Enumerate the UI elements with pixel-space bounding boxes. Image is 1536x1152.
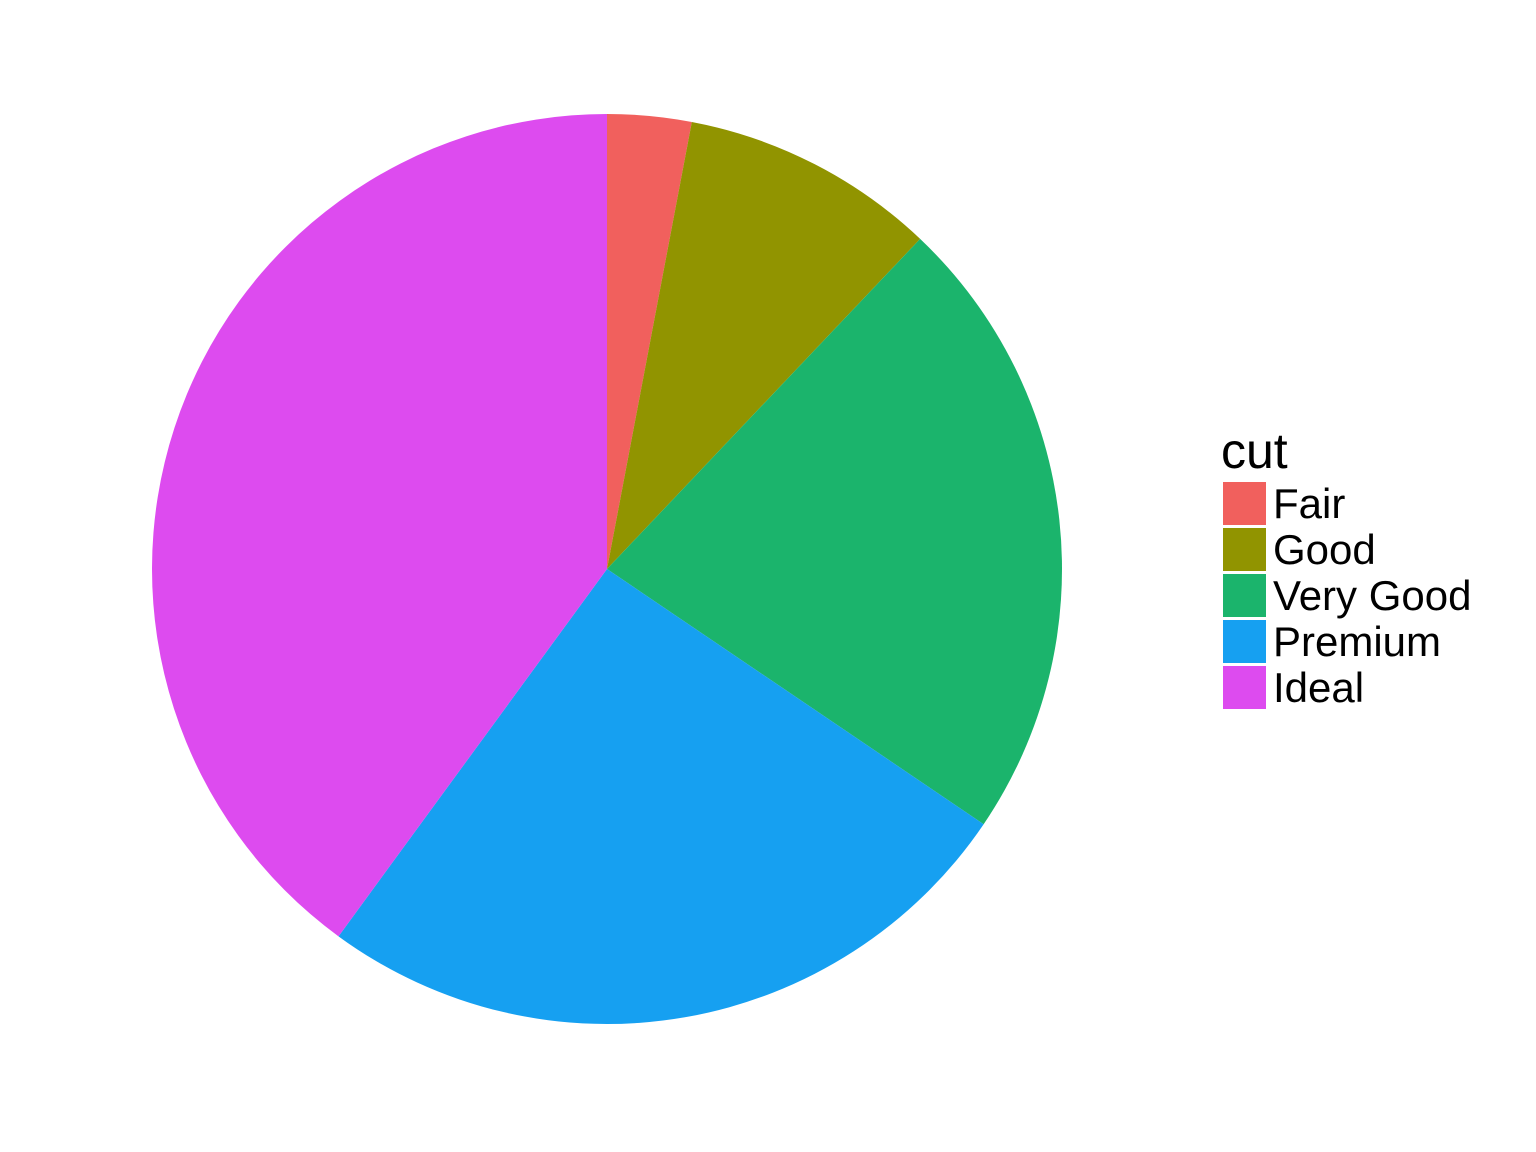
pie-slice-fair [607, 114, 692, 569]
legend-key-fair [1223, 482, 1266, 525]
legend-label-premium: Premium [1273, 618, 1441, 665]
legend-label-fair: Fair [1273, 480, 1345, 527]
legend-label-ideal: Ideal [1273, 664, 1364, 711]
pie-slice-premium [338, 569, 984, 1024]
legend-title: cut [1221, 423, 1288, 479]
legend-key-good [1223, 528, 1266, 571]
legend-key-premium [1223, 620, 1266, 663]
pie-slice-very-good [607, 238, 1063, 825]
legend-label-very-good: Very Good [1273, 572, 1471, 619]
pie-slice-good [607, 121, 921, 570]
pie-slices [152, 114, 1063, 1024]
legend-key-very-good [1223, 574, 1266, 617]
pie-slice-ideal [152, 114, 608, 937]
legend-label-good: Good [1273, 526, 1376, 573]
legend-key-ideal [1223, 666, 1266, 709]
